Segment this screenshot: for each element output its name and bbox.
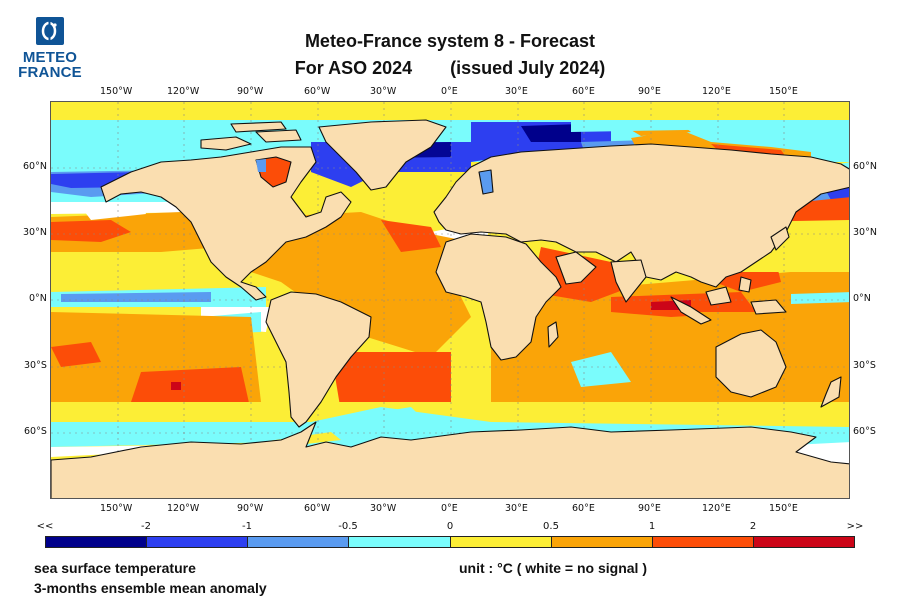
landmasses [51,119,849,498]
meteo-france-logo: METEO FRANCE [17,17,83,80]
season-label: For ASO 2024 [294,58,413,78]
map-canvas [51,102,849,498]
lat-tick: 60°S [853,426,876,437]
colorbar-swatch [652,537,754,547]
colorbar-label: 0.5 [543,521,559,532]
lon-tick: 60°E [572,503,595,514]
lon-tick: 90°W [237,86,264,97]
colorbar-swatch [349,537,451,547]
description-label: 3-months ensemble mean anomaly [34,580,267,596]
colorbar-swatch [46,537,148,547]
lon-tick: 120°E [702,86,731,97]
variable-label: sea surface temperature [34,560,196,576]
issue-date-label: (issued July 2024) [450,58,606,78]
lon-tick: 30°W [370,503,397,514]
colorbar-label: 0 [446,521,454,532]
logo-emblem-icon [36,17,64,45]
lat-tick: 0°N [29,293,47,304]
colorbar [45,536,855,548]
logo-text-france: FRANCE [18,64,82,81]
lon-tick: 0°E [441,86,458,97]
colorbar-swatch [248,537,350,547]
colorbar-label: -0.5 [338,521,358,532]
colorbar-label: -1 [242,521,252,532]
colorbar-label: >> [846,521,864,532]
lon-tick: 30°W [370,86,397,97]
colorbar-label: -2 [141,521,151,532]
lon-tick: 150°E [769,86,798,97]
lon-tick: 60°W [304,503,331,514]
chart-title: Meteo-France system 8 - Forecast [304,31,596,51]
unit-note: unit : °C ( white = no signal ) [459,560,647,576]
lon-tick: 150°W [100,86,133,97]
lon-tick: 30°E [505,503,528,514]
colorbar-label: << [36,521,54,532]
lon-tick: 120°E [702,503,731,514]
lon-tick: 120°W [167,86,200,97]
lat-tick: 60°S [24,426,47,437]
lon-tick: 150°W [100,503,133,514]
lat-tick: 30°N [853,227,877,238]
colorbar-label: 1 [648,521,656,532]
lat-tick: 30°S [24,360,47,371]
lon-tick: 120°W [167,503,200,514]
colorbar-swatch [753,537,854,547]
colorbar-swatch [147,537,249,547]
lat-tick: 60°N [853,161,877,172]
colorbar-swatch [551,537,653,547]
logo-text-meteo: METEO [22,49,78,66]
sst-anomaly-map[interactable] [50,101,850,499]
lon-tick: 90°E [638,86,661,97]
lat-tick: 30°N [23,227,47,238]
lon-tick: 60°E [572,86,595,97]
lat-tick: 30°S [853,360,876,371]
lon-tick: 90°W [237,503,264,514]
chart-subtitle: For ASO 2024 (issued July 2024) [240,58,660,79]
lon-tick: 90°E [638,503,661,514]
lat-tick: 60°N [23,161,47,172]
lon-tick: 0°E [441,503,458,514]
lat-tick: 0°N [853,293,871,304]
lon-tick: 60°W [304,86,331,97]
colorbar-swatch [450,537,552,547]
colorbar-label: 2 [749,521,757,532]
lon-tick: 30°E [505,86,528,97]
lon-tick: 150°E [769,503,798,514]
